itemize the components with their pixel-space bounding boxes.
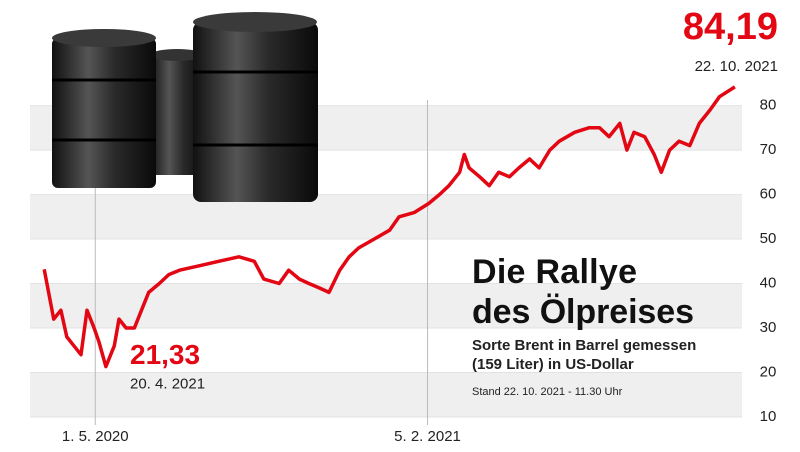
barrels: [52, 12, 318, 202]
foreground: 10 20 30 40 50 60 70 80 1. 5. 2020 5. 2. 2021 84,1…: [42, 6, 778, 445]
annotation-value: 84,19: [683, 6, 778, 48]
annotation-date: 22. 10. 2021: [695, 58, 778, 75]
annotation-date: 20. 4. 2021: [130, 376, 205, 393]
subtitle-line: Sorte Brent in Barrel gemessen: [472, 337, 696, 354]
price-line: [42, 85, 736, 369]
annotation-value: 21,33: [130, 339, 200, 370]
y-tick-label: 30: [760, 319, 777, 336]
y-tick-label: 10: [760, 408, 777, 425]
y-tick-label: 60: [760, 186, 777, 203]
grid-band: [30, 372, 742, 417]
y-tick-label: 80: [760, 97, 777, 114]
y-tick-label: 50: [760, 230, 777, 247]
y-tick-label: 20: [760, 363, 777, 380]
y-tick-label: 40: [760, 275, 777, 292]
y-tick-label: 70: [760, 141, 777, 158]
title-line: des Ölpreises: [472, 293, 694, 331]
note: Stand 22. 10. 2021 - 11.30 Uhr: [472, 386, 623, 398]
subtitle-line: (159 Liter) in US-Dollar: [472, 356, 634, 373]
barrel: [193, 12, 318, 202]
barrel: [52, 29, 156, 188]
x-tick-label: 1. 5. 2020: [62, 428, 129, 445]
title-line: Die Rallye: [472, 253, 637, 291]
x-tick-label: 5. 2. 2021: [394, 428, 461, 445]
